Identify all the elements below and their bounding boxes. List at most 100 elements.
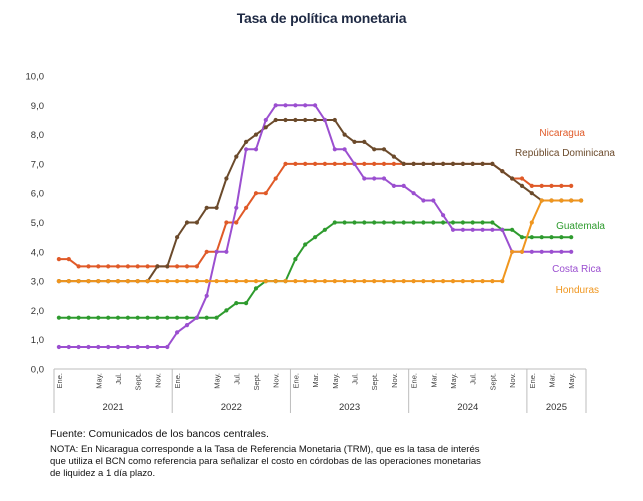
data-point-costa-rica (175, 330, 180, 335)
data-point-nicaragua (66, 257, 71, 262)
data-point-honduras (480, 279, 485, 284)
data-point-costa-rica (145, 344, 150, 350)
data-point-guatemala (96, 315, 101, 320)
data-point-republica-dominicana (234, 154, 239, 159)
data-point-republica-dominicana (253, 132, 259, 137)
data-point-costa-rica (56, 344, 62, 350)
year-label: 2025 (546, 402, 567, 413)
data-point-costa-rica (263, 117, 268, 123)
y-tick-label: 7,0 (31, 159, 44, 170)
data-point-republica-dominicana (431, 161, 436, 166)
data-point-costa-rica (313, 103, 318, 108)
y-tick-label: 3,0 (31, 277, 44, 288)
series-label: Nicaragua (539, 128, 585, 139)
data-point-republica-dominicana (293, 117, 298, 123)
data-point-costa-rica (391, 183, 396, 188)
series-lines (58, 104, 582, 348)
data-point-guatemala (391, 220, 396, 225)
data-point-republica-dominicana (490, 161, 495, 166)
data-point-nicaragua (293, 161, 298, 166)
data-point-republica-dominicana (480, 161, 485, 166)
data-point-costa-rica (244, 147, 249, 152)
data-point-republica-dominicana (273, 117, 278, 123)
data-point-honduras (569, 198, 574, 203)
data-point-guatemala (401, 220, 406, 225)
data-point-guatemala (322, 227, 327, 232)
data-point-guatemala (184, 315, 190, 320)
data-point-nicaragua (263, 191, 268, 196)
data-point-honduras (460, 279, 465, 284)
data-point-guatemala (549, 235, 554, 240)
data-point-costa-rica (194, 315, 199, 320)
methodology-note: NOTA: En Nicaragua corresponde a la Tasa… (50, 444, 481, 479)
data-point-honduras (401, 279, 406, 284)
data-point-honduras (441, 279, 446, 284)
data-point-republica-dominicana (194, 220, 199, 225)
data-point-republica-dominicana (342, 132, 347, 137)
data-point-guatemala (56, 315, 62, 320)
data-point-guatemala (234, 301, 239, 306)
data-point-costa-rica (76, 344, 81, 350)
data-point-nicaragua (303, 161, 308, 166)
data-point-honduras (470, 279, 475, 284)
data-point-nicaragua (175, 264, 180, 269)
data-point-republica-dominicana (441, 161, 446, 166)
x-tick-label: Nov. (390, 373, 399, 388)
source-note: Fuente: Comunicados de los bancos centra… (50, 428, 269, 440)
data-point-costa-rica (470, 227, 475, 232)
data-point-costa-rica (66, 344, 71, 350)
data-point-honduras (450, 279, 456, 284)
data-point-republica-dominicana (352, 139, 357, 144)
x-tick-label: Ene. (410, 373, 419, 388)
data-point-honduras (244, 279, 249, 284)
data-point-republica-dominicana (263, 125, 268, 130)
x-tick-label: Sept. (252, 373, 261, 391)
data-point-costa-rica (342, 147, 347, 152)
data-point-guatemala (253, 286, 259, 291)
data-point-honduras (184, 279, 190, 284)
x-tick-label: Nov. (508, 373, 517, 388)
data-point-honduras (421, 279, 426, 284)
data-point-costa-rica (401, 183, 406, 188)
data-point-costa-rica (253, 147, 259, 152)
data-point-nicaragua (549, 183, 554, 188)
data-point-guatemala (431, 220, 436, 225)
data-point-honduras (283, 279, 288, 284)
data-point-guatemala (214, 315, 219, 320)
x-tick-label: Sept. (488, 373, 497, 391)
data-point-costa-rica (214, 249, 219, 254)
series-line-honduras (58, 199, 582, 283)
x-tick-label: Mar. (429, 373, 438, 388)
y-tick-label: 8,0 (31, 130, 44, 141)
data-point-guatemala (66, 315, 71, 320)
x-tick-label: May. (449, 373, 458, 389)
data-point-nicaragua (362, 161, 367, 166)
data-point-costa-rica (322, 117, 327, 123)
data-point-guatemala (441, 220, 446, 225)
data-point-nicaragua (244, 205, 249, 210)
data-point-republica-dominicana (313, 117, 318, 123)
data-point-nicaragua (184, 264, 190, 269)
data-point-honduras (509, 249, 515, 254)
data-point-honduras (352, 279, 357, 284)
series-labels: Nicaragua República Dominicana Guatemala Co… (515, 128, 615, 296)
data-point-costa-rica (224, 249, 229, 254)
data-point-honduras (490, 279, 495, 284)
data-point-honduras (165, 279, 170, 284)
data-point-guatemala (224, 308, 229, 313)
axes: 0,0 1,0 2,0 3,0 4,0 5,0 6,0 7,0 8,0 9,0 10,0 Ene. Ma… (26, 72, 587, 413)
data-point-costa-rica (539, 249, 544, 254)
x-tick-label: Nov. (153, 373, 162, 388)
series-line-republica-dominicana (58, 119, 582, 283)
data-point-republica-dominicana (421, 161, 426, 166)
data-point-honduras (549, 198, 554, 203)
data-point-costa-rica (529, 249, 534, 254)
data-point-nicaragua (313, 161, 318, 166)
data-point-guatemala (332, 220, 337, 225)
data-point-republica-dominicana (165, 264, 170, 269)
data-point-nicaragua (539, 183, 544, 188)
year-label: 2023 (339, 402, 360, 413)
x-tick-label: May. (567, 373, 576, 389)
data-point-republica-dominicana (175, 235, 180, 240)
data-point-guatemala (145, 315, 150, 320)
